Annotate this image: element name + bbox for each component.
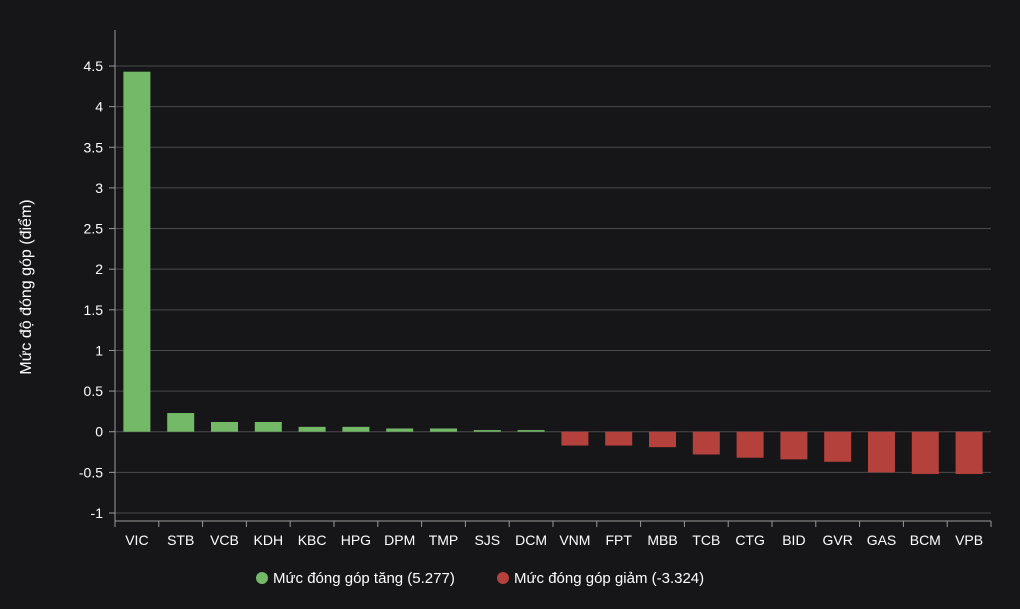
bar-vpb: [955, 431, 983, 474]
bar-kbc: [298, 426, 326, 432]
x-tick-label: KBC: [298, 532, 327, 548]
bar-gas: [868, 431, 895, 473]
bar-vnm: [561, 431, 589, 446]
bar-hpg: [342, 426, 370, 432]
bar-gvr: [824, 431, 852, 462]
legend-item-increase: Mức đóng góp tăng (5.277): [256, 570, 455, 587]
legend-label-increase: Mức đóng góp tăng (5.277): [273, 570, 455, 587]
x-tick-label: FPT: [605, 532, 632, 548]
y-tick-label: 2: [95, 261, 103, 277]
x-tick-label: STB: [167, 532, 194, 548]
y-tick-label: -0.5: [79, 464, 103, 480]
bar-vic: [123, 71, 151, 432]
bar-stb: [167, 413, 195, 432]
x-tick-label: BCM: [910, 532, 941, 548]
x-tick-label: GAS: [867, 532, 897, 548]
x-tick-label: MBB: [647, 532, 677, 548]
x-tick-label: VIC: [125, 532, 148, 548]
bar-sjs: [473, 430, 501, 432]
x-tick-label: TCB: [692, 532, 720, 548]
y-tick-label: 4.5: [84, 58, 104, 74]
bar-kdh: [254, 421, 282, 432]
axes: [109, 30, 992, 527]
x-tick-labels: VIC STB VCB KDH KBC HPG DPM TMP SJS DCM VNM FPT MBB T…: [125, 532, 983, 548]
bar-bid: [780, 431, 808, 460]
legend: Mức đóng góp tăng (5.277) Mức đóng góp g…: [256, 570, 704, 587]
bar-dpm: [386, 428, 414, 432]
legend-swatch-increase: [256, 572, 268, 584]
y-tick-label: 2.5: [84, 221, 104, 237]
bar-vcb: [211, 421, 238, 432]
y-tick-label: 0: [95, 424, 103, 440]
y-tick-label: 1: [95, 342, 103, 358]
x-tick-label: CTG: [735, 532, 765, 548]
y-tick-label: 3.5: [84, 139, 104, 155]
bar-dcm: [517, 430, 545, 432]
x-tick-label: VNM: [559, 532, 590, 548]
x-tick-label: DCM: [515, 532, 547, 548]
x-tick-label: BID: [782, 532, 805, 548]
y-tick-label: 3: [95, 180, 103, 196]
bar-fpt: [605, 431, 633, 446]
y-tick-labels: -1 -0.5 0 0.5 1 1.5 2 2.5 3 3.5 4 4.5: [79, 58, 103, 521]
bars: [123, 71, 983, 474]
x-tick-label: VCB: [210, 532, 239, 548]
x-tick-label: KDH: [254, 532, 284, 548]
x-tick-label: VPB: [955, 532, 983, 548]
legend-swatch-decrease: [497, 572, 509, 584]
x-tick-label: HPG: [341, 532, 371, 548]
bar-bcm: [911, 431, 939, 474]
bar-tcb: [692, 431, 720, 455]
bar-ctg: [736, 431, 764, 458]
legend-label-decrease: Mức đóng góp giảm (-3.324): [514, 570, 704, 587]
x-tick-label: SJS: [474, 532, 500, 548]
y-tick-label: -1: [91, 505, 104, 521]
bar-mbb: [649, 431, 676, 448]
x-tick-label: GVR: [823, 532, 853, 548]
legend-item-decrease: Mức đóng góp giảm (-3.324): [497, 570, 704, 587]
x-tick-label: DPM: [384, 532, 415, 548]
y-tick-label: 1.5: [84, 302, 104, 318]
y-tick-label: 4: [95, 99, 103, 115]
bar-tmp: [430, 428, 457, 432]
x-tick-label: TMP: [429, 532, 459, 548]
y-axis-title: Mức độ đóng góp (điểm): [17, 199, 35, 374]
y-tick-label: 0.5: [84, 383, 104, 399]
